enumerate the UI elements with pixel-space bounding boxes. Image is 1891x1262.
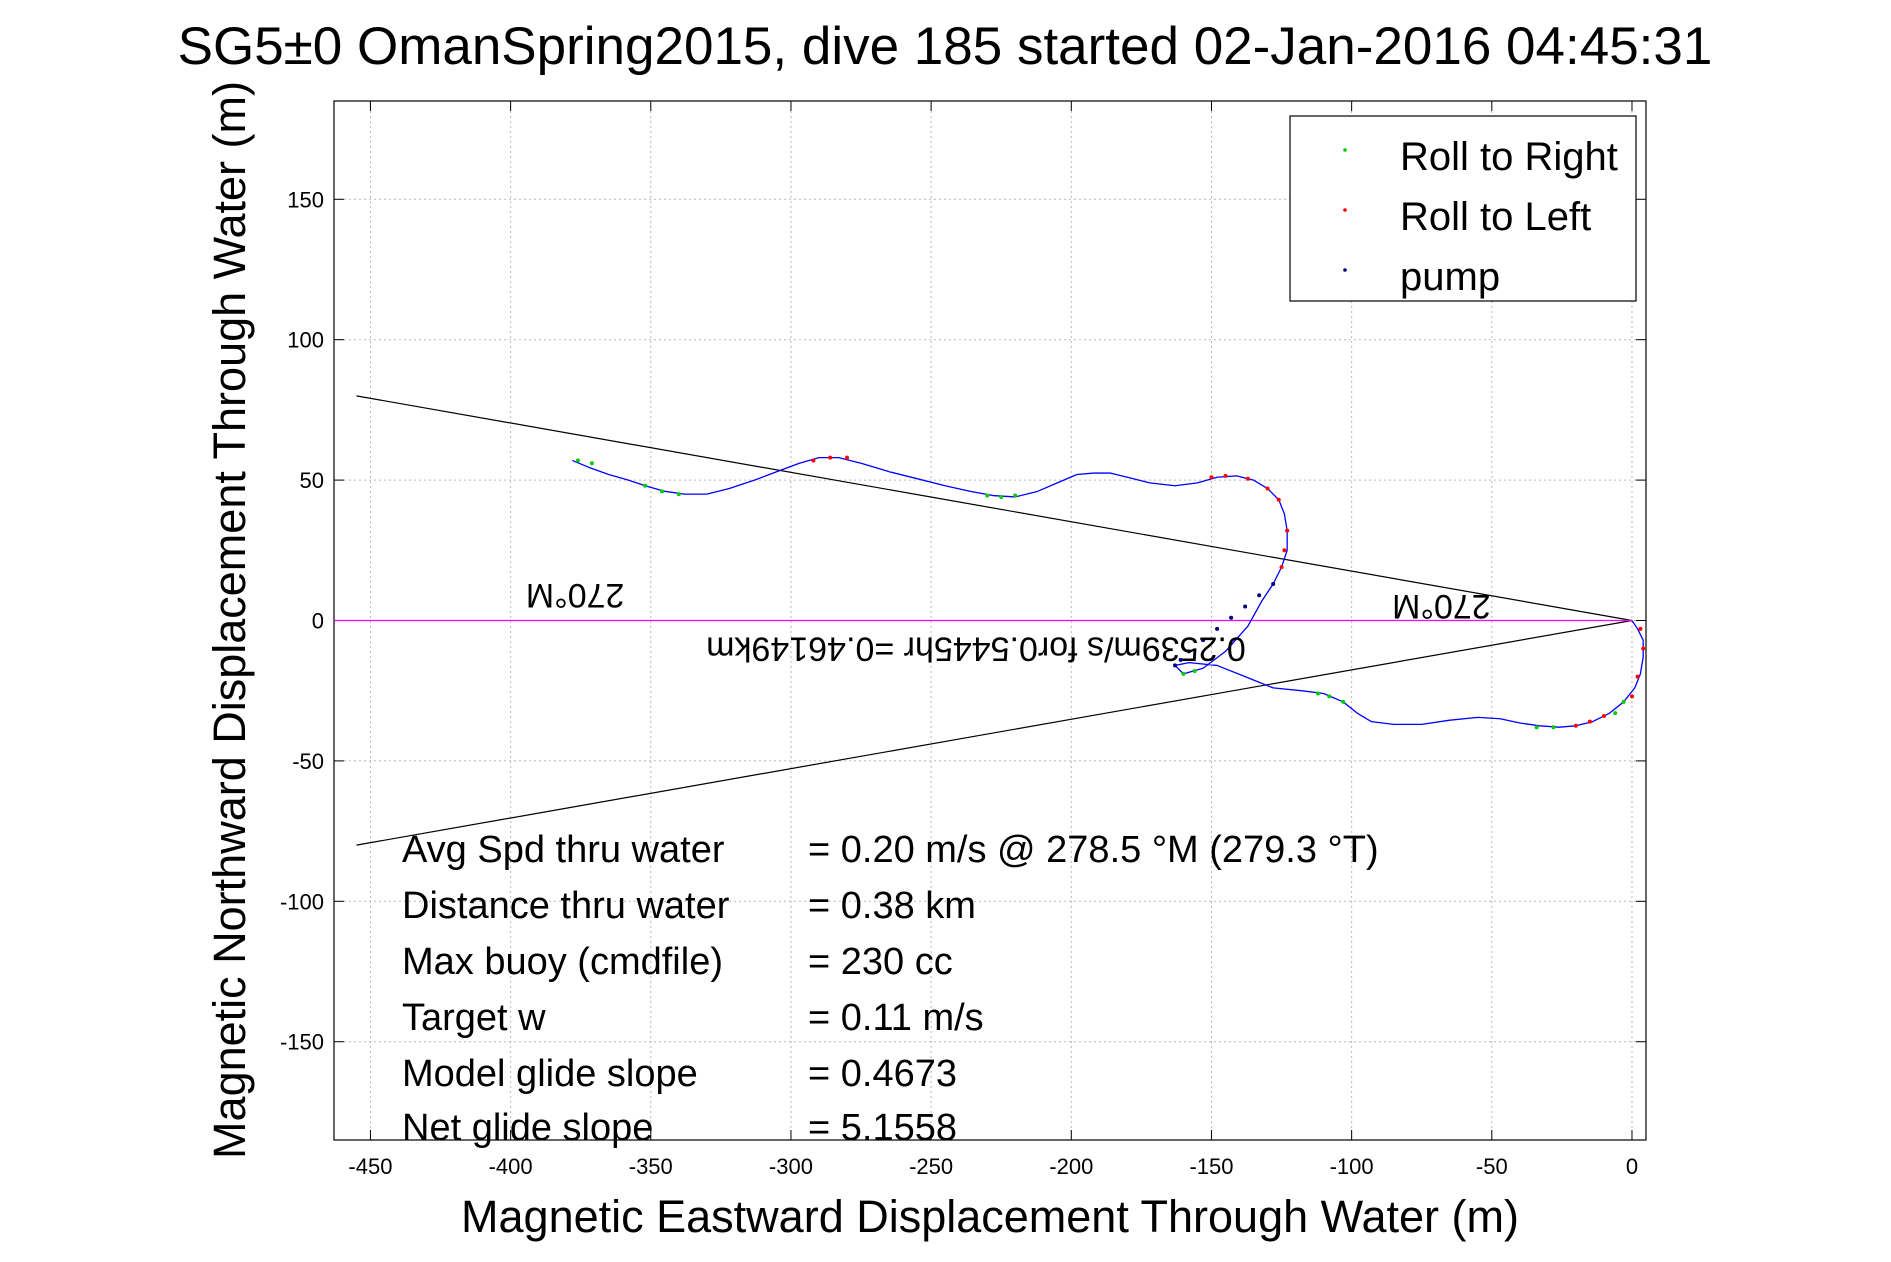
y-axis-label: Magnetic Northward Displacement Through … [204,81,255,1159]
pump-point [1257,593,1262,598]
roll-right-point [1341,699,1346,704]
roll-left-point [1635,674,1640,679]
roll-left-point [1265,486,1270,491]
x-tick-label: -400 [489,1154,533,1179]
roll-left-point [811,458,816,463]
annotation-heading-right: 270°M [1392,587,1491,625]
stat-label-max-buoy: Max buoy (cmdfile) [402,941,723,983]
y-tick-label: 0 [312,609,324,634]
roll-right-point [676,492,681,497]
y-tick-label: 100 [287,328,324,353]
pump-point [1215,626,1220,631]
roll-right-point [985,493,990,498]
x-tick-label: -300 [769,1154,813,1179]
roll-left-point [1209,475,1214,480]
roll-left-point [1279,565,1284,570]
legend-label-pump: pump [1400,255,1500,299]
pump-point [1271,581,1276,586]
reference-line [356,619,1633,846]
roll-right-point [643,483,648,488]
roll-left-point [1573,723,1578,728]
roll-right-point [660,489,664,494]
x-axis-label: Magnetic Eastward Displacement Through W… [461,1191,1519,1242]
roll-right-point [1181,671,1186,676]
reference-line [356,395,1633,622]
annotation-current: 0.2539m/s for0.5445hr =0.46149km [706,629,1246,667]
roll-right-point [1013,493,1018,498]
pump-point [1178,657,1183,662]
roll-left-point [1223,473,1228,478]
stat-label-avg-speed: Avg Spd thru water [402,829,725,871]
axis-ticks: -450 -400 -350 -300 -250 -200 -150 -100 -50 0 150 1… [280,101,1646,1179]
x-tick-label: -450 [348,1154,392,1179]
y-tick-label: 50 [300,468,324,493]
pump-point [1229,615,1234,620]
stat-label-model-glide: Model glide slope [402,1053,698,1095]
x-tick-label: -200 [1049,1154,1093,1179]
stat-value-distance: = 0.38 km [808,885,976,927]
roll-right-point [575,458,580,463]
legend: Roll to Right Roll to Left pump [1289,115,1637,302]
y-tick-label: -150 [280,1030,324,1055]
roll-right-point [1613,711,1618,716]
stat-value-target-w: = 0.11 m/s [808,997,984,1039]
roll-left-point [1285,528,1290,533]
roll-right-point [1327,694,1332,699]
roll-left-point [1276,497,1281,502]
roll-right-point [1621,699,1626,704]
x-tick-label: -50 [1476,1154,1508,1179]
x-tick-label: -100 [1330,1154,1374,1179]
x-tick-label: 0 [1626,1154,1638,1179]
pump-point [1201,638,1206,643]
roll-left-point [1638,626,1643,631]
roll-right-point [1316,691,1320,696]
y-tick-label: -50 [292,749,324,774]
roll-left-point [1282,548,1287,553]
stat-value-model-glide: = 0.4673 [808,1053,957,1095]
stat-label-distance: Distance thru water [402,885,730,927]
x-tick-label: -250 [909,1154,953,1179]
roll-right-point [1192,669,1197,674]
annotations: 270°M 270°M 0.2539m/s for0.5445hr =0.46149… [526,576,1491,667]
reference-lines [334,395,1633,846]
roll-left-point [1641,646,1646,651]
y-tick-label: -100 [280,889,324,914]
roll-right-point [589,461,594,466]
x-tick-label: -150 [1189,1154,1233,1179]
stat-value-net-glide: = 5.1558 [808,1107,957,1149]
legend-label-roll-left: Roll to Left [1400,195,1591,239]
stat-value-avg-speed: = 0.20 m/s @ 278.5 °M (279.3 °T) [808,829,1379,871]
marker-series [575,455,1646,730]
pump-point [1243,604,1248,609]
legend-label-roll-right: Roll to Right [1400,135,1618,179]
roll-left-point [1245,476,1250,481]
y-tick-label: 150 [287,187,324,212]
stat-label-target-w: Target w [402,997,546,1039]
x-tick-label: -350 [629,1154,673,1179]
roll-right-point [1534,725,1539,730]
roll-left-point [1629,694,1634,699]
legend-swatch-roll-left [1343,208,1347,212]
annotation-heading-left: 270°M [526,576,625,614]
roll-right-point [999,494,1004,499]
roll-left-point [845,455,850,460]
stats-block: Avg Spd thru water = 0.20 m/s @ 278.5 °M… [402,829,1379,1149]
chart-title: SG5±0 OmanSpring2015, dive 185 started 0… [178,17,1713,76]
pump-point [1187,649,1192,654]
roll-left-point [1601,713,1606,718]
legend-box [1289,115,1637,302]
pump-point [1173,663,1178,668]
roll-left-point [1587,719,1592,724]
stat-value-max-buoy: = 230 cc [808,941,953,983]
roll-right-point [1551,725,1556,730]
legend-swatch-roll-right [1343,148,1347,152]
stat-label-net-glide: Net glide slope [402,1107,653,1149]
roll-left-point [828,455,833,460]
legend-swatch-pump [1343,268,1347,272]
